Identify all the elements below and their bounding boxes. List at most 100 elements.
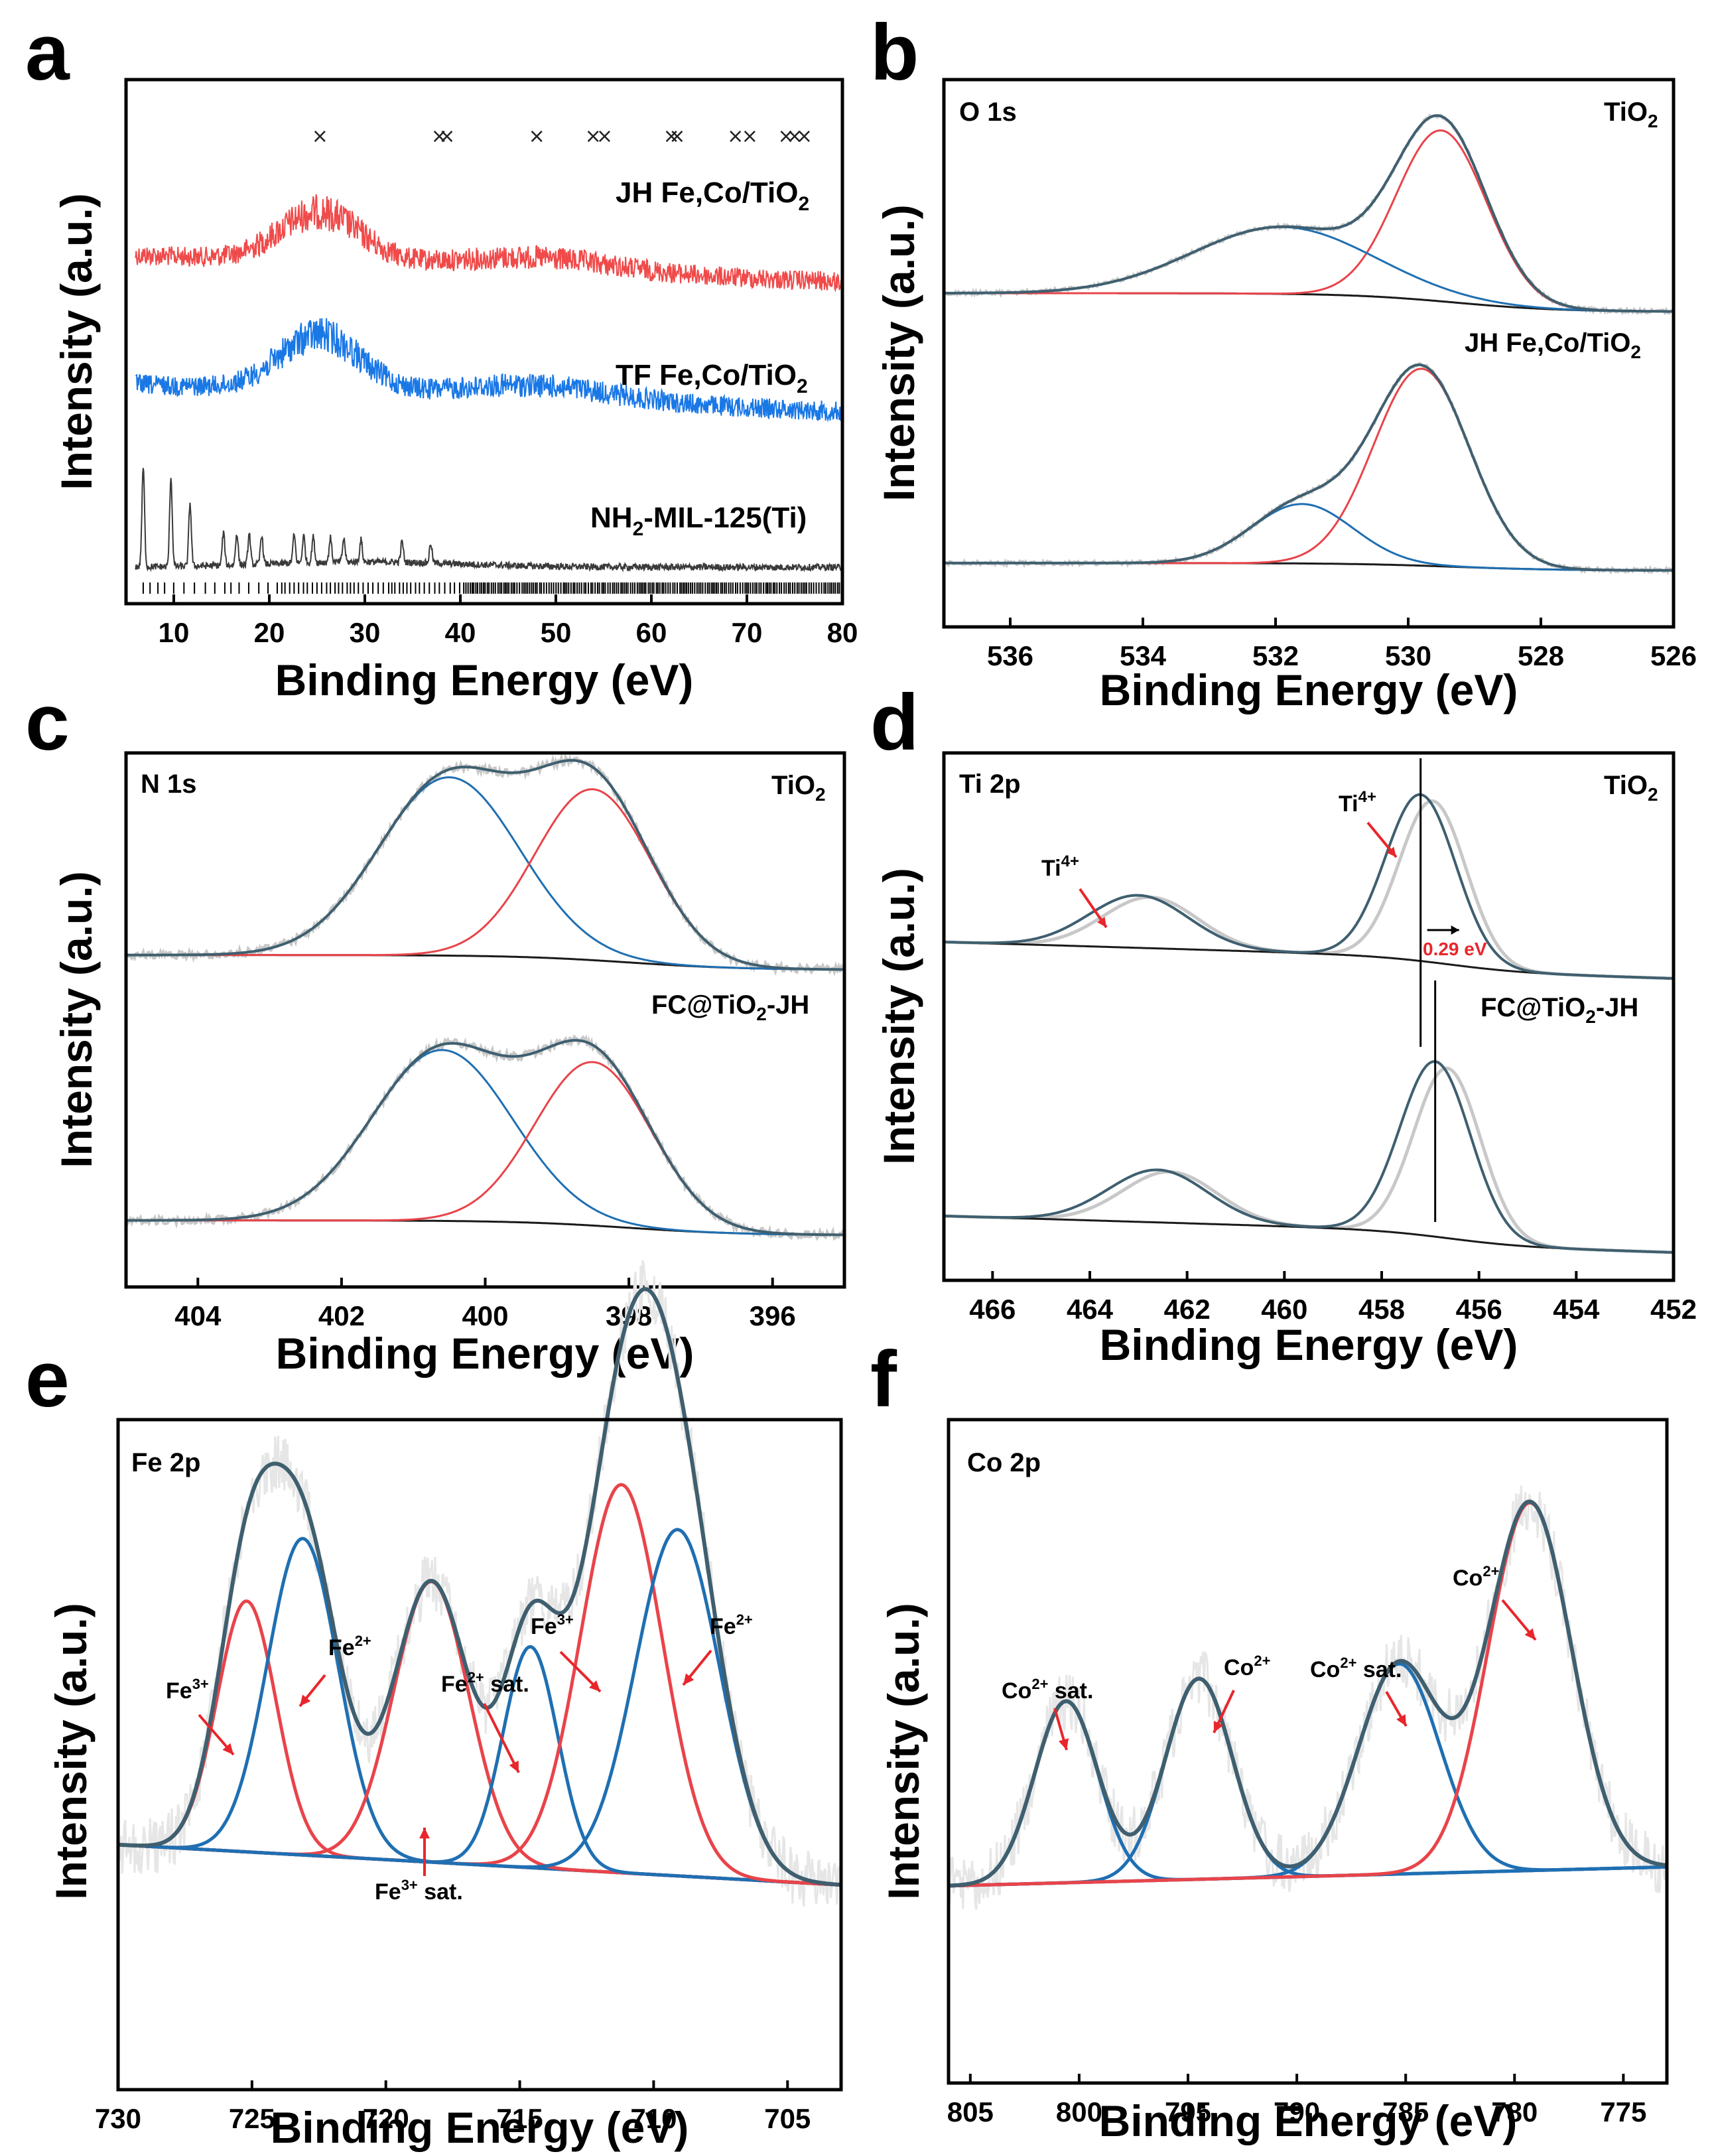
f-annot-sup: 2+ xyxy=(1254,1652,1270,1669)
x-tick-label: 402 xyxy=(318,1300,365,1331)
e-annot-main: Fe xyxy=(166,1678,192,1704)
e-annot-sup: 2+ xyxy=(355,1633,371,1649)
fit-envelope xyxy=(126,1039,844,1237)
raw-spectrum xyxy=(125,1034,846,1241)
a-jh-sub: 2 xyxy=(798,193,809,215)
b-jh-sub: 2 xyxy=(1630,342,1641,362)
panel-d-ti2p: d 466 464 462 460 458 456 454 452 Binding Energ… xyxy=(870,678,1697,1369)
d-annot-ti4-left: Ti4+ xyxy=(1041,852,1079,881)
a-top-marker: × xyxy=(727,125,744,148)
a-jh-main: JH Fe,Co/TiO xyxy=(616,176,798,209)
x-tick-label: 20 xyxy=(254,617,285,648)
x-tick-label: 710 xyxy=(630,2103,677,2134)
fit-component xyxy=(944,226,1674,312)
e-annot-main: Fe xyxy=(710,1614,736,1639)
a-top-marker: × xyxy=(312,125,328,148)
fit-component xyxy=(126,1061,844,1236)
a-mof-pre: NH xyxy=(590,502,633,534)
x-tick-label: 526 xyxy=(1650,640,1697,671)
b-x-ticks: 536 534 532 530 528 526 xyxy=(987,618,1697,671)
e-plot-area xyxy=(117,1260,842,1907)
e-annot-sup: 3+ xyxy=(401,1877,418,1893)
e-arrowhead xyxy=(589,1680,600,1692)
d-frame xyxy=(942,751,1676,1282)
d-shift-label: 0.29 eV xyxy=(1423,939,1487,959)
a-top-marker: × xyxy=(796,125,813,148)
x-tick-label: 404 xyxy=(174,1300,222,1331)
a-top-marker: × xyxy=(663,125,680,148)
d-fc-post: -JH xyxy=(1596,993,1638,1022)
x-tick-label: 775 xyxy=(1600,2096,1646,2127)
d-title: Ti 2p xyxy=(959,770,1021,799)
f-annotations: Co2+ sat.Co2+ Co2+ sat.Co2+ xyxy=(1002,1563,1537,1751)
c-label-tio2: TiO2 xyxy=(771,771,826,805)
b-jh-main: JH Fe,Co/TiO xyxy=(1465,328,1630,358)
x-tick-label: 532 xyxy=(1252,640,1299,671)
f-x-axis-title: Binding Energy (eV) xyxy=(1099,2096,1518,2145)
panel-letter-f: f xyxy=(870,1335,897,1424)
b-tio2-sub: 2 xyxy=(1648,111,1658,131)
f-arrowhead xyxy=(1059,1738,1069,1750)
e-frame xyxy=(116,1418,843,2092)
raw-spectrum xyxy=(125,752,846,977)
d-annot0-sup: 4+ xyxy=(1061,852,1079,870)
f-arrowhead xyxy=(1396,1714,1406,1726)
e-arrowhead xyxy=(683,1673,694,1685)
x-tick-label: 396 xyxy=(750,1300,796,1331)
b-label-tio2: TiO2 xyxy=(1604,98,1658,131)
f-annot-post: sat. xyxy=(1356,1657,1402,1682)
a-top-marker: × xyxy=(786,125,803,148)
f-title: Co 2p xyxy=(967,1448,1041,1477)
c-y-axis-title: Intensity (a.u.) xyxy=(52,871,101,1168)
d-plot-area xyxy=(943,758,1674,1254)
x-tick-label: 400 xyxy=(462,1300,508,1331)
a-tf-sub: 2 xyxy=(797,375,808,397)
c-fc-sub: 2 xyxy=(756,1004,767,1024)
b-y-axis-title: Intensity (a.u.) xyxy=(874,204,923,501)
d-x-axis-title: Binding Energy (eV) xyxy=(1100,1320,1518,1369)
f-arrowhead xyxy=(1524,1628,1536,1640)
fit-component xyxy=(126,776,844,971)
x-tick-label: 705 xyxy=(764,2103,811,2134)
f-annot-sup: 2+ xyxy=(1340,1654,1356,1671)
fit-envelope xyxy=(944,793,1674,980)
d-fc-main: FC@TiO xyxy=(1481,993,1585,1022)
raw-spectrum xyxy=(943,362,1675,576)
d-arrow-left-head xyxy=(1097,917,1106,927)
e-annot: Fe3+ xyxy=(166,1676,209,1704)
a-x-ticks: 10 20 30 40 50 60 70 80 xyxy=(159,594,858,648)
f-annot-main: Co xyxy=(1002,1678,1031,1704)
f-annot-sup: 2+ xyxy=(1483,1563,1499,1580)
f-frame xyxy=(947,1418,1669,2085)
d-arrow-right-head xyxy=(1386,846,1396,857)
x-tick-label: 456 xyxy=(1456,1294,1502,1325)
e-annot: Fe2+ xyxy=(710,1611,753,1639)
a-top-marker: × xyxy=(438,125,455,148)
raw-spectrum xyxy=(943,1066,1674,1254)
e-annot-post: sat. xyxy=(418,1879,463,1905)
d-shift-arrowhead xyxy=(1451,925,1459,935)
f-annot: Co2+ sat. xyxy=(1002,1676,1093,1704)
a-series-label-tf: TF Fe,Co/TiO2 xyxy=(616,359,808,397)
panel-letter-e: e xyxy=(25,1335,70,1424)
f-arrowhead xyxy=(1213,1721,1223,1733)
panel-c-n1s: c 404 402 400 398 396 Binding Energy (eV) In… xyxy=(25,678,846,1378)
c-tio2-sub: 2 xyxy=(815,784,826,805)
x-tick-label: 458 xyxy=(1358,1294,1405,1325)
e-annot-sup: 2+ xyxy=(468,1669,484,1686)
raw-spectrum xyxy=(943,113,1674,316)
e-y-axis-title: Intensity (a.u.) xyxy=(46,1603,96,1899)
d-x-ticks: 466 464 462 460 458 456 454 452 xyxy=(969,1271,1697,1325)
x-tick-label: 534 xyxy=(1120,640,1167,671)
d-label-tio2: TiO2 xyxy=(1604,771,1658,805)
a-tf-main: TF Fe,Co/TiO xyxy=(616,359,797,391)
f-annot-main: Co xyxy=(1224,1655,1254,1680)
fit-envelope xyxy=(949,1499,1668,1888)
x-tick-label: 10 xyxy=(159,617,190,648)
x-tick-label: 452 xyxy=(1650,1294,1697,1325)
e-arrowhead xyxy=(222,1743,233,1755)
d-annot-ti4-right: Ti4+ xyxy=(1339,788,1376,817)
a-top-marker: × xyxy=(529,125,545,148)
a-mof-post: -MIL-125(Ti) xyxy=(643,502,807,534)
b-tio2-main: TiO xyxy=(1604,98,1648,127)
